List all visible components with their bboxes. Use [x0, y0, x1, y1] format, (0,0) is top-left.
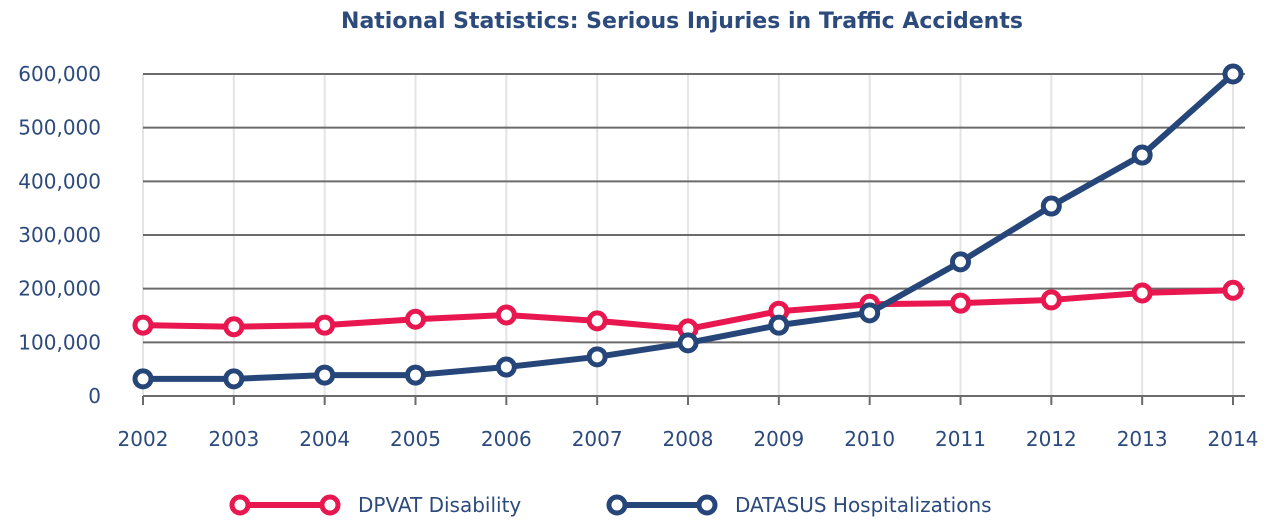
legend-label: DPVAT Disability — [358, 493, 521, 517]
data-point — [495, 356, 517, 378]
data-point — [586, 310, 608, 332]
y-tick-label: 600,000 — [18, 62, 101, 86]
data-point — [1222, 63, 1244, 85]
data-point — [768, 314, 790, 336]
x-tick-label: 2002 — [118, 427, 169, 451]
data-point — [1040, 289, 1062, 311]
y-tick-label: 400,000 — [18, 169, 101, 193]
x-tick-label: 2012 — [1026, 427, 1077, 451]
data-point — [677, 332, 699, 354]
legend-marker — [696, 494, 718, 516]
y-tick-label: 100,000 — [18, 330, 101, 354]
legend-marker — [606, 494, 628, 516]
data-point — [132, 368, 154, 390]
data-point — [1040, 195, 1062, 217]
legend-marker — [229, 494, 251, 516]
x-tick-label: 2013 — [1117, 427, 1168, 451]
data-point — [859, 302, 881, 324]
x-tick-label: 2010 — [844, 427, 895, 451]
x-tick-label: 2011 — [935, 427, 986, 451]
data-point — [1131, 144, 1153, 166]
x-tick-label: 2007 — [572, 427, 623, 451]
data-point — [223, 368, 245, 390]
chart-title: National Statistics: Serious Injuries in… — [341, 9, 1023, 34]
data-point — [950, 251, 971, 273]
x-tick-label: 2008 — [663, 427, 714, 451]
legend-label: DATASUS Hospitalizations — [735, 493, 992, 517]
data-point — [495, 304, 517, 326]
y-tick-label: 200,000 — [18, 277, 101, 301]
data-point — [314, 314, 336, 336]
data-point — [314, 364, 336, 386]
data-point — [950, 292, 971, 314]
data-point — [405, 308, 426, 330]
data-point — [132, 314, 154, 336]
data-point — [1131, 282, 1153, 304]
x-tick-label: 2003 — [208, 427, 259, 451]
data-point — [405, 364, 426, 386]
data-point — [1222, 279, 1244, 301]
y-tick-label: 0 — [88, 384, 101, 408]
data-point — [223, 316, 245, 338]
y-tick-label: 500,000 — [18, 116, 101, 140]
x-tick-label: 2014 — [1208, 427, 1259, 451]
x-tick-label: 2006 — [481, 427, 532, 451]
x-tick-label: 2009 — [753, 427, 804, 451]
y-tick-label: 300,000 — [18, 223, 101, 247]
data-point — [586, 346, 608, 368]
legend-marker — [319, 494, 341, 516]
x-tick-label: 2005 — [390, 427, 441, 451]
x-tick-label: 2004 — [299, 427, 350, 451]
